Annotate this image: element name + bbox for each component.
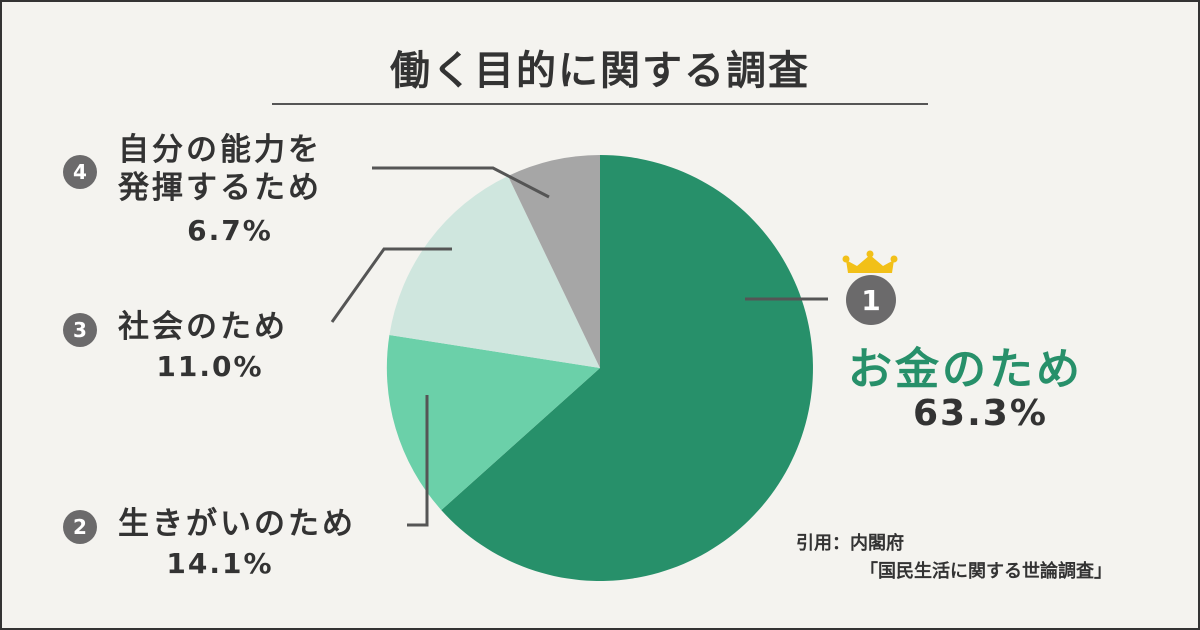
rank-badge-4: 4 <box>63 155 97 189</box>
rank-badge-2: 2 <box>63 510 97 544</box>
label-ability-line2: 発揮するため <box>118 170 322 206</box>
slice-money <box>441 155 813 581</box>
label-money: お金のため <box>848 344 1083 395</box>
percent-society: 11.0% <box>156 350 264 383</box>
slice-society <box>389 176 600 368</box>
source-line-2: 「国民生活に関する世論調査」 <box>860 561 1112 582</box>
rank-badge-1: 1 <box>846 275 896 325</box>
label-purpose: 生きがいのため <box>118 506 356 542</box>
label-ability-line1: 自分の能力を <box>118 132 322 168</box>
chart-title: 働く目的に関する調査 <box>390 48 810 94</box>
title-underline <box>272 103 928 105</box>
leader-line-4 <box>372 166 550 199</box>
percent-purpose: 14.1% <box>166 547 274 580</box>
leader-line-3 <box>330 247 452 323</box>
percent-ability: 6.7% <box>187 214 273 247</box>
source-citation: 引用：内閣府 「国民生活に関する世論調査」 <box>796 530 1112 586</box>
percent-money: 63.3% <box>913 393 1048 434</box>
slice-purpose <box>386 335 600 511</box>
leader-line-2 <box>407 395 429 527</box>
label-society: 社会のため <box>118 309 288 345</box>
rank-badge-3: 3 <box>63 313 97 347</box>
crown-icon <box>842 250 898 273</box>
slice-ability <box>508 155 600 368</box>
source-line-1: 引用：内閣府 <box>796 533 904 554</box>
